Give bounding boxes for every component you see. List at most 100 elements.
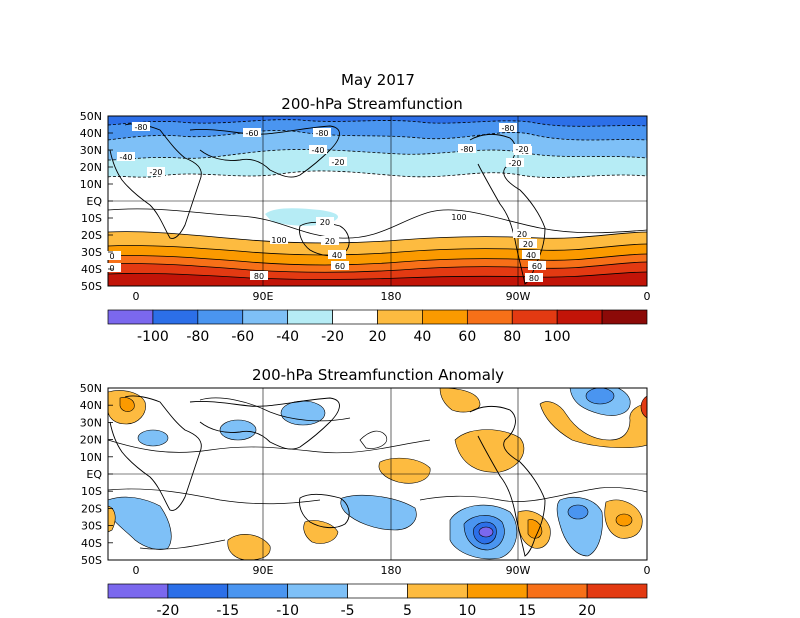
top-lat-label: 40S xyxy=(81,263,102,276)
bottom-lat-label: 40S xyxy=(81,537,102,550)
bottom-grid xyxy=(108,388,647,560)
bottom-lon-label: 90E xyxy=(253,564,274,577)
bottom-lat-label: EQ xyxy=(86,468,102,481)
contour-label-bg xyxy=(132,122,150,131)
contour-label: 60 xyxy=(532,262,542,271)
contour-label-bg xyxy=(513,229,531,238)
contour-label: -60 xyxy=(245,129,258,138)
contour-label: 20 xyxy=(517,230,527,239)
top-colorbar: -100 -80 -60 -40 -20 20 40 60 80 100 xyxy=(107,309,648,345)
top-lat-label: 20S xyxy=(81,229,102,242)
band-neg-60 xyxy=(108,116,647,140)
blob-pos-atlantic xyxy=(539,401,647,449)
top-colorbar-label: -60 xyxy=(231,329,254,345)
top-colorbar-label: 20 xyxy=(369,329,387,345)
top-lon-label: 0 xyxy=(133,290,140,303)
bottom-lat-label: 10N xyxy=(80,451,102,464)
contour-label: 40 xyxy=(332,251,342,260)
contour-label-bg xyxy=(499,123,517,132)
top-colorbar-swatch xyxy=(287,309,333,325)
top-panel-title: 200-hPa Streamfunction xyxy=(281,95,462,113)
contour-label-bg xyxy=(519,239,537,248)
bottom-lat-label: 10S xyxy=(81,485,102,498)
contour-label: 0 xyxy=(109,252,114,261)
top-colorbar-label: -40 xyxy=(276,329,299,345)
contour-label-bg xyxy=(525,273,543,282)
contour-label-bg xyxy=(309,145,327,154)
contour-label: -80 xyxy=(501,124,514,133)
contour-label: -20 xyxy=(331,158,344,167)
top-colorbar-label: -20 xyxy=(321,329,344,345)
bottom-colorbar-label: -5 xyxy=(341,603,355,618)
contour-label-bg xyxy=(522,250,540,259)
blob-pos-north-am xyxy=(439,388,481,413)
bottom-colorbar-swatch xyxy=(347,583,408,599)
contour-label: -80 xyxy=(134,123,147,132)
top-colorbar-swatch xyxy=(377,309,423,325)
bottom-lat-label: 30N xyxy=(80,416,102,429)
bottom-colorbar-swatch xyxy=(287,583,348,599)
bottom-lat-label: 20N xyxy=(80,434,102,447)
bottom-colorbar-swatch xyxy=(407,583,468,599)
top-lon-label: 90W xyxy=(506,290,531,303)
top-colorbar-label: 60 xyxy=(458,329,476,345)
bottom-colorbar: -20 -15 -10 -5 5 10 15 20 xyxy=(107,583,648,618)
bottom-colorbar-swatch xyxy=(167,583,229,599)
contour-label-bg xyxy=(450,212,468,221)
top-colorbar-swatch xyxy=(466,309,513,325)
bottom-lon-label: 0 xyxy=(644,564,651,577)
contour-label-bg xyxy=(270,235,288,244)
top-lon-label: 90E xyxy=(253,290,274,303)
bottom-colorbar-label: -15 xyxy=(216,603,239,618)
contour-label-bg xyxy=(243,128,261,137)
bottom-colorbar-swatch xyxy=(227,583,289,599)
contour-label-bg xyxy=(147,167,165,176)
top-lat-label: 20N xyxy=(80,161,102,174)
contour-label: 100 xyxy=(271,236,286,245)
top-colorbar-label: -100 xyxy=(137,329,169,345)
contour-label: 20 xyxy=(523,240,533,249)
top-colorbar-swatch xyxy=(197,309,244,325)
top-lat-label: 30S xyxy=(81,246,102,259)
bottom-colorbar-swatch xyxy=(586,583,648,599)
top-colorbar-swatch xyxy=(556,309,603,325)
contour-label: -20 xyxy=(149,168,162,177)
top-colorbar-label: 40 xyxy=(414,329,432,345)
bottom-panel-title: 200-hPa Streamfunction Anomaly xyxy=(252,366,504,384)
contour-label: 80 xyxy=(529,274,539,283)
top-colorbar-swatch xyxy=(332,309,378,325)
contour-label: 40 xyxy=(526,251,536,260)
blob-neg-aus xyxy=(340,494,417,531)
top-lat-label: 30N xyxy=(80,144,102,157)
contour-label-bg xyxy=(250,271,268,280)
bottom-colorbar-label: -10 xyxy=(276,603,299,618)
contour-label-bg xyxy=(316,217,334,226)
top-colorbar-swatch xyxy=(601,309,648,325)
contour-label-bg xyxy=(321,236,339,245)
bottom-lon-label: 180 xyxy=(381,564,402,577)
contour-label: 0 xyxy=(109,264,114,273)
contour-label: -40 xyxy=(119,153,132,162)
bottom-colorbar-swatch xyxy=(107,583,169,599)
top-lon-label: 180 xyxy=(381,290,402,303)
contour-label: 20 xyxy=(325,237,335,246)
top-lat-label: 40N xyxy=(80,127,102,140)
bottom-colorbar-label: 20 xyxy=(578,603,596,618)
top-lat-label: 10S xyxy=(81,212,102,225)
top-colorbar-label: 100 xyxy=(544,329,571,345)
band-neg-80 xyxy=(108,116,647,127)
bottom-colorbar-label: 15 xyxy=(518,603,536,618)
top-colorbar-swatch xyxy=(511,309,558,325)
contour-label: -40 xyxy=(311,146,324,155)
contour-label: 20 xyxy=(320,218,330,227)
contour-label-bg xyxy=(117,152,135,161)
contour-label-bg xyxy=(528,261,546,270)
blob-neg-south-indian xyxy=(108,496,172,550)
top-colorbar-swatch xyxy=(107,309,154,325)
blob-pos-south-africa xyxy=(227,534,271,560)
bottom-colorbar-label: 10 xyxy=(458,603,476,618)
contour-label-bg xyxy=(331,261,349,270)
bottom-lat-label: 40N xyxy=(80,399,102,412)
contour-label-bg xyxy=(313,128,331,137)
